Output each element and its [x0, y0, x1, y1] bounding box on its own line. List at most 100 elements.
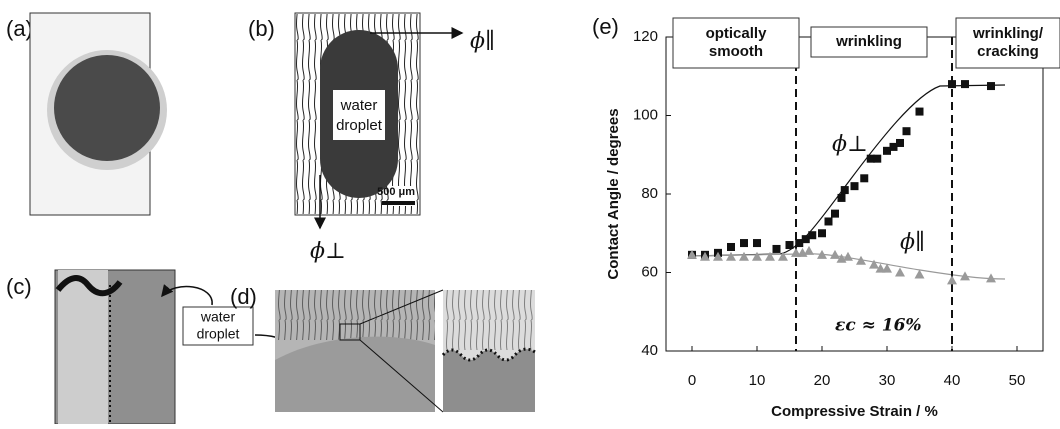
- point: [752, 251, 762, 261]
- droplet: [54, 55, 160, 161]
- point: [765, 251, 775, 261]
- zoom-line: [359, 289, 444, 325]
- point: [986, 273, 996, 283]
- point: [727, 242, 735, 251]
- x-tick-label: 30: [879, 372, 896, 389]
- point: [960, 271, 970, 281]
- series-label: ϕ∥: [900, 230, 925, 255]
- y-tick-label: 100: [633, 106, 658, 123]
- point: [882, 263, 892, 273]
- y-tick-label: 80: [641, 185, 658, 202]
- y-tick-label: 40: [641, 342, 658, 359]
- wave: [55, 275, 123, 297]
- point: [915, 107, 924, 116]
- x-axis-title: Compressive Strain / %: [771, 403, 938, 420]
- point: [914, 269, 925, 279]
- point: [883, 146, 891, 155]
- droplet: [275, 336, 435, 412]
- region-box: [672, 17, 800, 69]
- point: [791, 247, 801, 257]
- x-tick-label: 10: [749, 372, 766, 389]
- point: [873, 154, 882, 163]
- droplet-label: water: [340, 97, 378, 114]
- point: [947, 275, 957, 285]
- point: [740, 239, 748, 248]
- y-tick-label: 120: [633, 28, 658, 45]
- y-tick-label: 60: [641, 263, 658, 280]
- point: [687, 249, 697, 259]
- point: [850, 182, 859, 191]
- point: [753, 239, 761, 248]
- arrow: [161, 284, 213, 306]
- point: [843, 251, 853, 261]
- scale-bar-label: 500 μm: [377, 186, 415, 198]
- panel-label: (a): [6, 16, 33, 41]
- point: [817, 249, 827, 259]
- point: [785, 241, 794, 250]
- zoom-box: [339, 323, 361, 341]
- zoom-line: [359, 339, 444, 413]
- point: [948, 80, 956, 89]
- region-label: optically: [706, 25, 768, 42]
- point: [795, 239, 804, 248]
- region-box: [810, 26, 928, 58]
- callout-box: [182, 306, 254, 346]
- point: [700, 251, 710, 261]
- series-label: ϕ⊥: [832, 132, 868, 157]
- point: [895, 267, 905, 277]
- x-tick-label: 20: [814, 372, 831, 389]
- panel-label: (c): [6, 274, 32, 299]
- point: [866, 154, 875, 163]
- x-tick-label: 50: [1009, 372, 1026, 389]
- point: [824, 217, 833, 226]
- scale-bar: [382, 201, 415, 205]
- region-box: [955, 17, 1060, 69]
- point: [869, 259, 879, 269]
- region-label: wrinkling/: [972, 25, 1044, 42]
- phi-label: ϕ⊥: [310, 239, 346, 264]
- point: [739, 251, 749, 261]
- point: [804, 245, 814, 255]
- point: [860, 174, 869, 183]
- phi-label: ϕ∥: [470, 29, 495, 54]
- point: [778, 251, 788, 261]
- annotation: εc ≈ 16%: [835, 316, 922, 336]
- point: [840, 186, 849, 195]
- point: [713, 251, 723, 261]
- point: [961, 80, 969, 89]
- point: [818, 229, 826, 238]
- wrinkles: [275, 290, 435, 340]
- callout-label: water: [200, 309, 236, 325]
- x-tick-label: 0: [688, 372, 696, 389]
- point: [987, 82, 995, 91]
- point: [726, 251, 736, 261]
- point: [772, 244, 781, 253]
- wrinkles: [443, 290, 535, 350]
- region-label: cracking: [977, 43, 1039, 60]
- point: [831, 209, 839, 218]
- region-label: wrinkling: [835, 33, 902, 50]
- droplet-label: droplet: [336, 117, 383, 134]
- panel-label: (e): [592, 14, 619, 39]
- point: [896, 138, 904, 147]
- point: [889, 142, 898, 151]
- point: [856, 255, 866, 265]
- plot-frame: [665, 36, 1044, 352]
- fit-curve: [691, 84, 1006, 257]
- point: [808, 231, 817, 240]
- callout-label: droplet: [197, 326, 240, 342]
- point: [830, 249, 840, 259]
- highlight: [333, 90, 385, 140]
- point: [801, 235, 810, 244]
- point: [902, 127, 911, 136]
- x-tick-label: 40: [944, 372, 961, 389]
- point: [837, 193, 846, 202]
- panel-label: (d): [230, 284, 257, 309]
- contact-line: [441, 347, 536, 362]
- y-axis-title: Contact Angle / degrees: [605, 108, 622, 279]
- point: [875, 263, 886, 273]
- region-label: smooth: [709, 43, 763, 60]
- panel-label: (b): [248, 16, 275, 41]
